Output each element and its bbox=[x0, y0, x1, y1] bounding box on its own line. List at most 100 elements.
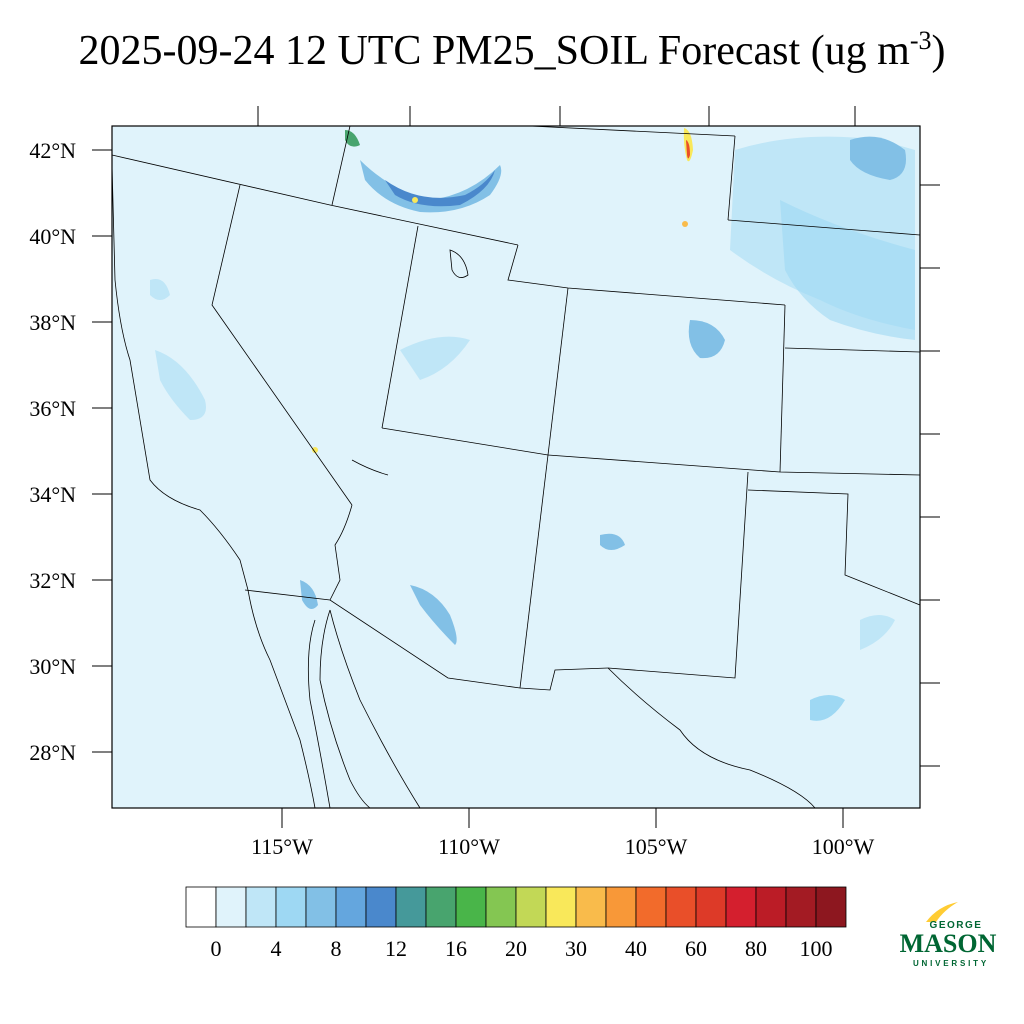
colorbar-swatch bbox=[395, 886, 427, 928]
lon-tick-label: 105°W bbox=[625, 834, 688, 859]
boundary-mexico-south bbox=[607, 667, 816, 809]
colorbar-swatch bbox=[605, 886, 637, 928]
colorbar-swatch bbox=[725, 886, 757, 928]
lat-tick-label: 36°N bbox=[29, 396, 76, 421]
title-superscript: -3 bbox=[909, 26, 932, 55]
boundary-id-nv-ut bbox=[111, 154, 519, 246]
lat-tick-label: 30°N bbox=[29, 654, 76, 679]
lat-tick-label: 38°N bbox=[29, 310, 76, 335]
colorbar-swatch bbox=[425, 886, 457, 928]
colorbar: 0 4 8 12 16 20 30 40 60 80 100 bbox=[185, 886, 847, 961]
lat-tick-label: 28°N bbox=[29, 740, 76, 765]
colorbar-label: 8 bbox=[331, 936, 342, 961]
boundary-ca-nv bbox=[211, 184, 353, 506]
lat-tick-label: 32°N bbox=[29, 568, 76, 593]
logo-flame-icon bbox=[926, 902, 958, 922]
boundary-four-corners-south bbox=[381, 427, 921, 476]
colorbar-label: 60 bbox=[685, 936, 707, 961]
map-frame bbox=[111, 125, 921, 809]
boundary-co-east bbox=[779, 304, 786, 473]
field-patch-northeast-dark bbox=[850, 136, 906, 180]
map-title: 2025-09-24 12 UTC PM25_SOIL Forecast (ug… bbox=[0, 28, 1024, 74]
colorbar-swatch bbox=[365, 886, 397, 928]
boundary-nv-ut bbox=[381, 225, 419, 429]
boundaries bbox=[111, 125, 921, 809]
hotspot-idaho-north bbox=[345, 130, 360, 147]
lon-tick-label: 110°W bbox=[438, 834, 500, 859]
field-patch-texas-east bbox=[860, 615, 895, 650]
colorbar-swatch bbox=[545, 886, 577, 928]
boundary-nm-tx bbox=[607, 471, 749, 679]
field-patch-new-mexico bbox=[600, 533, 625, 550]
field-patch-arizona-south bbox=[410, 585, 457, 645]
colorbar-swatch bbox=[485, 886, 517, 928]
colorbar-swatch bbox=[665, 886, 697, 928]
lon-tick-label: 100°W bbox=[812, 834, 875, 859]
field-patch-plains bbox=[780, 200, 915, 340]
logo-line-3: UNIVERSITY bbox=[913, 959, 989, 968]
colorbar-swatch bbox=[305, 886, 337, 928]
boundary-ne-south bbox=[727, 219, 921, 236]
field-patch-california bbox=[155, 350, 206, 420]
boundary-ks-south bbox=[784, 347, 921, 353]
lat-tick-label: 42°N bbox=[29, 138, 76, 163]
colorbar-swatch bbox=[275, 886, 307, 928]
boundary-wy-west bbox=[331, 125, 351, 206]
boundary-lake-utah bbox=[449, 249, 469, 278]
colorbar-label: 30 bbox=[565, 936, 587, 961]
colorbar-label: 40 bbox=[625, 936, 647, 961]
colorbar-swatch bbox=[185, 886, 217, 928]
logo-line-2: MASON bbox=[900, 929, 997, 958]
colorbar-label: 80 bbox=[745, 936, 767, 961]
colorbar-label: 0 bbox=[211, 936, 222, 961]
colorbar-swatch bbox=[515, 886, 547, 928]
coastline-gulf-of-california bbox=[319, 609, 371, 809]
field-patch-baja-border bbox=[300, 580, 318, 609]
field-patch-colorado bbox=[688, 320, 725, 359]
field-patch-nevada-north bbox=[150, 279, 170, 300]
boundary-az-nm bbox=[519, 454, 549, 689]
colorbar-swatch bbox=[215, 886, 247, 928]
latitude-axis: 42°N 40°N 38°N 36°N 34°N 32°N 30°N 28°N bbox=[29, 138, 112, 765]
boundary-wy-north bbox=[529, 125, 736, 137]
boundary-nm-north bbox=[351, 459, 389, 476]
hotspot-wyoming-north-core bbox=[686, 140, 690, 159]
colorbar-swatch bbox=[815, 886, 847, 928]
colorbar-swatch bbox=[755, 886, 787, 928]
lat-tick-label: 40°N bbox=[29, 224, 76, 249]
boundary-colorado-river bbox=[329, 504, 353, 601]
colorbar-swatch bbox=[695, 886, 727, 928]
colorbar-label: 4 bbox=[271, 936, 282, 961]
lat-tick-label: 34°N bbox=[29, 482, 76, 507]
title-close: ) bbox=[931, 28, 946, 74]
logo-line-1: GEORGE bbox=[930, 920, 983, 931]
top-ticks bbox=[257, 106, 856, 126]
lon-tick-label: 115°W bbox=[251, 834, 313, 859]
boundary-wy-south bbox=[507, 244, 786, 306]
gmu-logo: GEORGE MASON UNIVERSITY bbox=[900, 902, 997, 968]
colorbar-label: 20 bbox=[505, 936, 527, 961]
coastline-baja-east bbox=[307, 619, 331, 809]
field-patch-great-basin bbox=[400, 336, 470, 380]
hotspot-nevada-south bbox=[312, 447, 318, 453]
hotspot-wyoming-central bbox=[412, 197, 418, 203]
colorbar-swatch bbox=[635, 886, 667, 928]
colorbar-label: 100 bbox=[800, 936, 833, 961]
concentration-field bbox=[150, 128, 915, 721]
colorbar-swatch bbox=[785, 886, 817, 928]
title-main: 2025-09-24 12 UTC PM25_SOIL Forecast (ug… bbox=[78, 28, 910, 74]
colorbar-swatch bbox=[245, 886, 277, 928]
colorbar-swatch bbox=[455, 886, 487, 928]
field-patch-wyoming-core bbox=[385, 170, 495, 207]
right-ticks bbox=[920, 184, 940, 767]
longitude-axis: 115°W 110°W 105°W 100°W bbox=[251, 808, 875, 859]
colorbar-label: 12 bbox=[385, 936, 407, 961]
hotspot-wyoming-south bbox=[682, 221, 688, 227]
colorbar-swatch bbox=[335, 886, 367, 928]
field-patch-texas-south bbox=[810, 695, 845, 721]
boundary-wy-east bbox=[727, 135, 736, 221]
boundary-sonora-chihuahua bbox=[329, 609, 421, 809]
boundary-ut-co bbox=[547, 287, 569, 456]
boundary-tx-ok bbox=[747, 489, 921, 606]
